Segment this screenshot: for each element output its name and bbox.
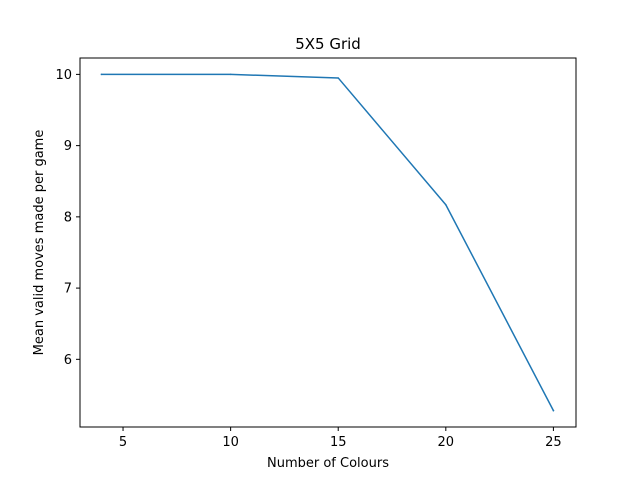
x-tick-label-4: 25 <box>545 435 562 450</box>
data-point-0-4 <box>552 409 555 412</box>
y-axis-label: Mean valid moves made per game <box>32 130 47 356</box>
data-point-0-0 <box>100 73 103 76</box>
tick-marks-group: 5 10 15 20 25 6 7 8 9 10 <box>55 68 561 450</box>
y-tick-label-1: 7 <box>64 282 72 297</box>
x-tick-label-1: 10 <box>222 435 239 450</box>
y-tick-label-4: 10 <box>55 68 72 83</box>
chart-title: 5X5 Grid <box>295 35 361 53</box>
data-point-0-1 <box>229 73 232 76</box>
data-point-0-3 <box>445 203 447 206</box>
y-tick-label-2: 8 <box>64 210 72 225</box>
y-tick-label-3: 9 <box>64 139 72 154</box>
data-point-0-2 <box>337 77 339 79</box>
plot-background <box>80 58 576 427</box>
y-tick-label-0: 6 <box>64 353 72 368</box>
series-group <box>100 73 555 412</box>
x-tick-label-0: 5 <box>119 435 127 450</box>
x-axis-label: Number of Colours <box>267 456 389 471</box>
plot-frame <box>79 57 577 428</box>
x-tick-label-3: 20 <box>438 435 455 450</box>
x-tick-label-2: 15 <box>330 435 347 450</box>
